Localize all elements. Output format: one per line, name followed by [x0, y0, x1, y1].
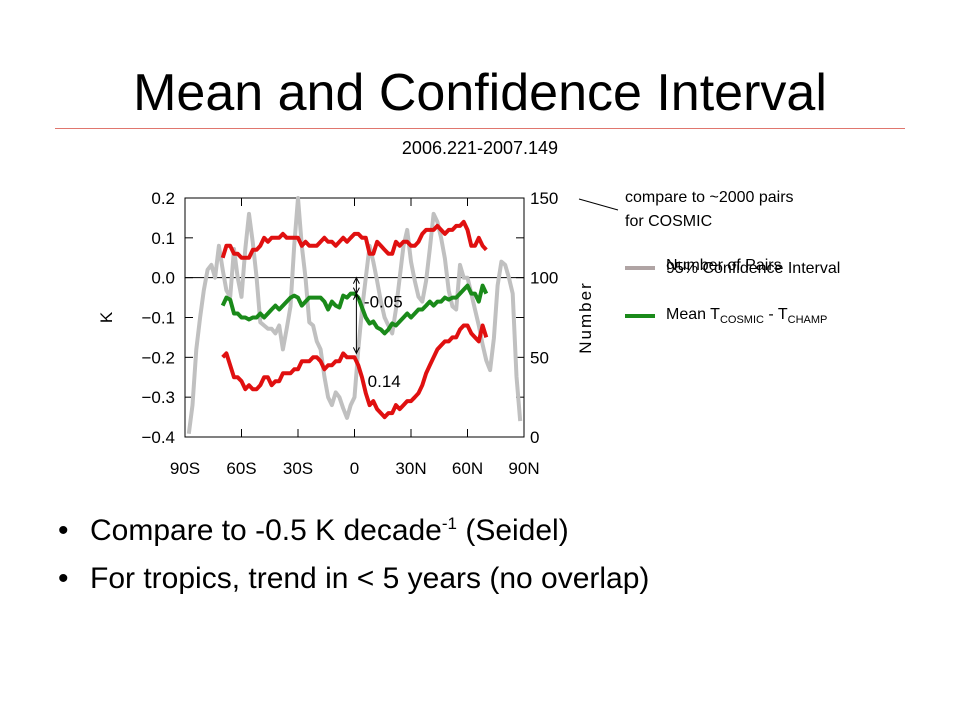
y2-tick-label: 150	[530, 189, 558, 208]
annotation-arrow-mean-head-top	[352, 276, 360, 284]
note-line-1: compare to ~2000 pairs	[625, 189, 794, 206]
bullet-dot: •	[58, 562, 69, 595]
y-axis-label: K	[97, 311, 116, 323]
series-line-0	[186, 196, 523, 435]
legend-pairs-label: Number of Pairs	[666, 257, 782, 274]
y-tick-label: 0.2	[151, 189, 175, 208]
annotation-label: -0.05	[364, 293, 403, 312]
bullet-list: • Compare to -0.5 K decade-1 (Seidel) • Fo…	[58, 500, 649, 603]
note-line-2: for COSMIC	[625, 213, 713, 230]
y2-tick-label: 50	[530, 348, 549, 367]
bullet-text: For tropics, trend in < 5 years (no over…	[90, 562, 650, 595]
series-line-2	[220, 283, 489, 336]
x-tick-label: 90N	[508, 459, 539, 478]
x-tick-label: 90S	[170, 459, 200, 478]
annotation-label: 0.14	[368, 372, 401, 391]
bullet-item: • Compare to -0.5 K decade-1 (Seidel)	[58, 500, 649, 555]
legend-mean-sub1: COSMIC	[719, 314, 764, 327]
series-line-1	[220, 219, 488, 260]
y-tick-label: 0.0	[151, 269, 175, 288]
series-line-3	[221, 323, 489, 420]
legend-mean-swatch	[625, 314, 655, 318]
legend-mean-label: Mean TCOSMIC - TCHAMP	[666, 306, 827, 326]
y-tick-label: −0.1	[141, 309, 175, 328]
x-tick-label: 30N	[395, 459, 426, 478]
slide-title: Mean and Confidence Interval	[133, 64, 827, 122]
x-tick-label: 30S	[283, 459, 313, 478]
title-divider	[55, 128, 905, 129]
y-tick-label: −0.4	[141, 428, 175, 447]
x-tick-label: 60N	[452, 459, 483, 478]
bullet-text-after: (Seidel)	[457, 514, 569, 547]
date-range-label: 2006.221-2007.149	[401, 138, 559, 158]
legend-pairs-swatch	[625, 266, 655, 270]
annotation-arrow-interval-head-top	[352, 292, 360, 300]
y2-tick-label: 0	[530, 428, 539, 447]
bullet-sup: -1	[441, 514, 457, 533]
bullet-text: Compare to -0.5 K decade	[90, 514, 442, 547]
legend-mean-sub2: CHAMP	[787, 314, 828, 327]
annotation-arrow-interval-head-bottom	[352, 347, 360, 355]
x-tick-label: 60S	[226, 459, 256, 478]
y-tick-label: −0.3	[141, 388, 175, 407]
bullet-item: • For tropics, trend in < 5 years (no ove…	[58, 555, 649, 603]
legend-mean-prefix: Mean T	[666, 306, 720, 323]
y-tick-label: −0.2	[141, 348, 175, 367]
y2-tick-label: 100	[530, 269, 558, 288]
x-tick-label: 0	[350, 459, 359, 478]
bullet-dot: •	[58, 514, 69, 547]
legend-confidence-label: 95% Confidence Interval	[666, 260, 841, 277]
cosmic-comparison-note: compare to ~2000 pairs for COSMIC	[625, 186, 794, 234]
y2-axis-label: Number	[576, 281, 595, 353]
y-tick-label: 0.1	[151, 229, 175, 248]
note-leader-line	[578, 198, 619, 211]
legend-mean-mid: - T	[763, 306, 788, 323]
